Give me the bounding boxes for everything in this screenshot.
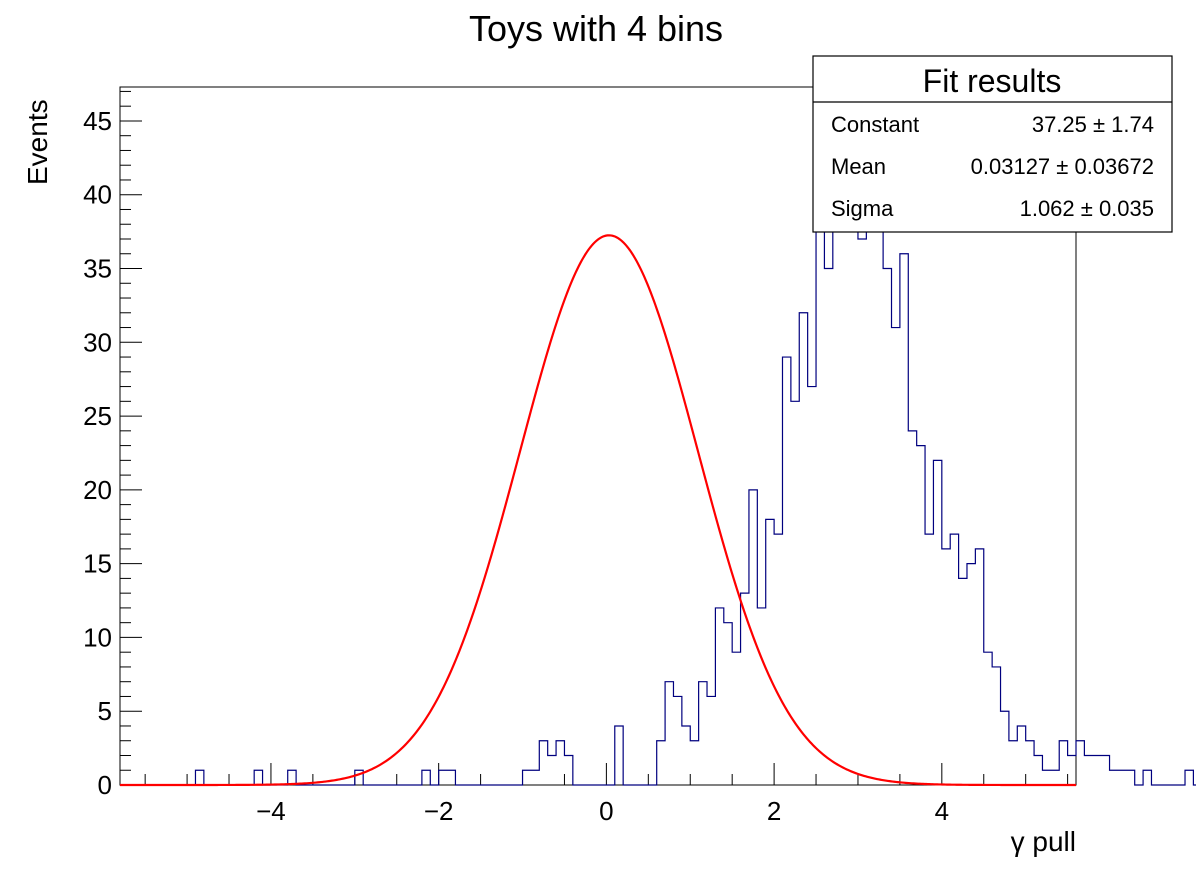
y-tick-label: 20 <box>83 475 112 505</box>
y-tick-label: 45 <box>83 106 112 136</box>
y-axis-label: Events <box>22 99 53 185</box>
stats-row-label: Mean <box>831 154 886 179</box>
y-tick-label: 15 <box>83 549 112 579</box>
x-tick-label: 4 <box>935 796 949 826</box>
y-tick-label: 10 <box>83 622 112 652</box>
y-tick-label: 30 <box>83 327 112 357</box>
y-axis: 0 5 10 15 20 25 30 35 40 45 <box>83 90 142 800</box>
y-tick-label: 5 <box>98 696 112 726</box>
gaussian-fit-curve <box>120 234 1076 787</box>
stats-box-frame <box>812 55 1173 233</box>
stats-row-value: 0.03127 ± 0.03672 <box>971 154 1154 179</box>
y-tick-label: 35 <box>83 254 112 284</box>
y-tick-label: 25 <box>83 401 112 431</box>
x-tick-label: 0 <box>599 796 613 826</box>
y-tick-label: 0 <box>98 770 112 800</box>
stats-row-value: 37.25 ± 1.74 <box>1032 112 1154 137</box>
x-tick-label: −4 <box>256 796 286 826</box>
x-tick-label: 2 <box>767 796 781 826</box>
chart-title: Toys with 4 bins <box>469 8 723 49</box>
x-tick-label: −2 <box>424 796 454 826</box>
y-tick-label: 40 <box>83 180 112 210</box>
stats-row-label: Sigma <box>831 196 894 221</box>
stats-row-value: 1.062 ± 0.035 <box>1020 196 1154 221</box>
x-axis-label: γ pull <box>1011 826 1076 857</box>
stats-row-label: Constant <box>831 112 919 137</box>
stats-box-title: Fit results <box>923 63 1062 99</box>
stats-box: Fit results Constant 37.25 ± 1.74 Mean 0… <box>812 55 1173 233</box>
x-axis: −4 −2 0 2 4 <box>144 763 1069 826</box>
